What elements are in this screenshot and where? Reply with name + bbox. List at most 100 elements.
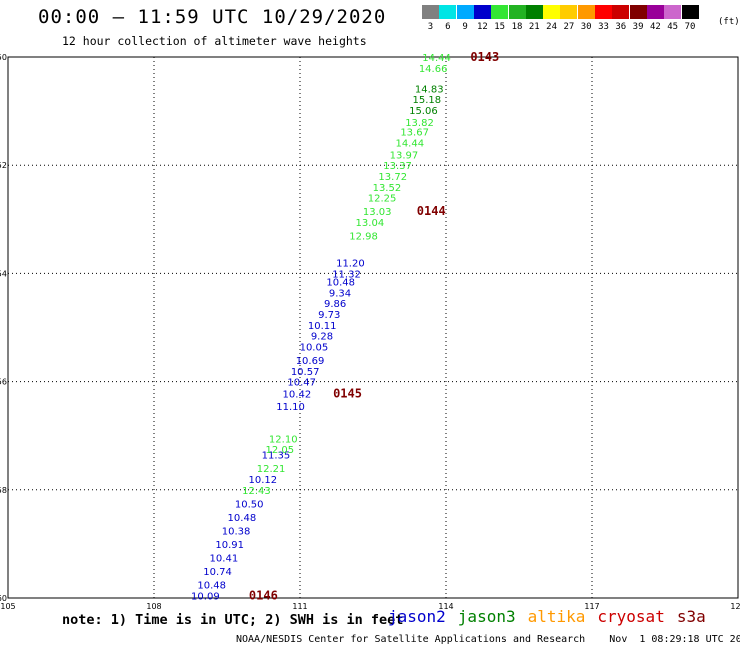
y-tick-label: -56 — [0, 378, 7, 387]
color-swatch-label: 36 — [615, 22, 627, 32]
wave-height-value: 12.05 — [266, 445, 295, 456]
wave-height-value: 10.41 — [210, 553, 239, 564]
x-tick-label: 117 — [584, 602, 599, 611]
color-swatch-label: 45 — [667, 22, 679, 32]
y-tick-label: -58 — [0, 486, 7, 495]
wave-height-value: 10.42 — [283, 390, 312, 401]
wave-height-value: 10.91 — [215, 540, 244, 551]
color-swatch-label: 30 — [580, 22, 592, 32]
wave-height-value: 10.74 — [203, 567, 232, 578]
credit-line: NOAA/NESDIS Center for Satellite Applica… — [236, 634, 740, 645]
wave-height-value: 15.06 — [409, 106, 438, 117]
wave-height-value: 13.04 — [356, 218, 385, 229]
color-swatch-label: 6 — [445, 22, 451, 32]
wave-height-value: 10.05 — [300, 342, 329, 353]
color-swatch — [508, 5, 526, 19]
wave-height-value: 12.21 — [257, 464, 286, 475]
wave-height-value: 14.44 — [395, 138, 424, 149]
x-tick-label: 105 — [0, 602, 15, 611]
wave-height-value: 12.10 — [269, 434, 298, 445]
wave-height-value: 10.48 — [197, 580, 226, 591]
wave-height-value: 13.97 — [390, 150, 419, 161]
color-swatch-label: 33 — [598, 22, 609, 32]
color-swatch — [646, 5, 664, 19]
color-swatch-label: 42 — [649, 22, 661, 32]
color-swatch — [491, 5, 509, 19]
wave-height-value: 13.52 — [373, 183, 402, 194]
wave-height-value: 10.12 — [248, 475, 277, 486]
wave-height-value: 10.57 — [291, 367, 320, 378]
color-swatch — [543, 5, 561, 19]
x-tick-label: 114 — [438, 602, 453, 611]
legend-item-s3a: s3a — [676, 607, 706, 626]
wave-height-value: 10.47 — [287, 378, 316, 389]
color-swatch-label: 15 — [494, 22, 506, 32]
x-tick-label: 111 — [292, 602, 307, 611]
legend-item-jason3: jason3 — [457, 607, 516, 626]
wave-height-value: 11.32 — [332, 269, 361, 280]
pass-time-label: 0144 — [417, 204, 446, 218]
wave-height-value: 10.11 — [308, 321, 337, 332]
wave-height-value: 9.34 — [329, 288, 351, 299]
color-swatch — [629, 5, 647, 19]
wave-height-value: 13.37 — [383, 161, 412, 172]
y-tick-label: -60 — [0, 594, 7, 603]
color-swatch — [439, 5, 457, 19]
wave-height-value: 14.66 — [419, 64, 448, 75]
legend-item-altika: altika — [527, 607, 586, 626]
wave-height-value: 10.48 — [326, 278, 355, 289]
wave-height-value: 10.38 — [222, 526, 251, 537]
chart-subtitle: 12 hour collection of altimeter wave hei… — [62, 34, 367, 48]
color-swatch-label: 39 — [632, 22, 644, 32]
color-swatch — [560, 5, 578, 19]
color-swatch — [525, 5, 543, 19]
color-scale-unit: (ft) — [718, 17, 740, 27]
pass-time-label: 0146 — [249, 588, 278, 602]
color-swatch-label: 21 — [528, 22, 540, 32]
color-swatch — [456, 5, 474, 19]
wave-height-value: 13.72 — [378, 172, 407, 183]
wave-height-value: 10.09 — [191, 591, 220, 602]
y-tick-label: -52 — [0, 161, 7, 170]
wave-height-value: 10.48 — [228, 513, 257, 524]
note-text: note: 1) Time is in UTC; 2) SWH is in fe… — [62, 612, 404, 628]
satellite-legend: jason2 jason3 altika cryosat s3a — [388, 607, 718, 626]
color-swatch — [681, 5, 699, 19]
wave-height-value: 12.25 — [368, 194, 397, 205]
color-swatch — [577, 5, 595, 19]
wave-height-value: 9.86 — [324, 299, 346, 310]
wave-height-value: 13.03 — [363, 207, 392, 218]
y-tick-label: -54 — [0, 269, 7, 278]
pass-time-label: 0143 — [470, 50, 499, 64]
wave-height-value: 13.67 — [400, 128, 429, 139]
color-swatch — [612, 5, 630, 19]
color-swatch-label: 9 — [462, 22, 468, 32]
wave-height-value: 9.73 — [318, 310, 340, 321]
wave-height-value: 10.50 — [235, 499, 264, 510]
color-swatch — [664, 5, 682, 19]
wave-height-value: 15.18 — [412, 95, 441, 106]
wave-height-value: 14.83 — [415, 84, 444, 95]
wave-height-value: 11.10 — [276, 402, 305, 413]
color-swatch — [422, 5, 439, 19]
wave-height-value: 11.35 — [262, 451, 291, 462]
plot-frame — [7, 56, 739, 599]
color-swatch-label: 27 — [563, 22, 575, 32]
color-swatch-label: 18 — [511, 22, 523, 32]
pass-time-label: 0145 — [333, 387, 362, 401]
y-tick-label: -50 — [0, 53, 7, 62]
wave-height-value: 14.44 — [422, 53, 451, 64]
legend-item-jason2: jason2 — [388, 607, 446, 626]
wave-height-value: 12.43 — [242, 486, 271, 497]
color-swatch — [595, 5, 612, 19]
color-swatch-label: 70 — [684, 22, 696, 32]
wave-height-value: 9.28 — [311, 332, 333, 343]
wave-height-value: 12.98 — [349, 232, 378, 243]
x-tick-label: 108 — [146, 602, 161, 611]
chart-title: 00:00 – 11:59 UTC 10/29/2020 — [38, 6, 387, 28]
wave-height-value: 10.69 — [296, 356, 325, 367]
color-swatch-label: 24 — [546, 22, 558, 32]
color-swatch-label: 3 — [427, 22, 434, 32]
x-tick-label: 120 — [730, 602, 740, 611]
